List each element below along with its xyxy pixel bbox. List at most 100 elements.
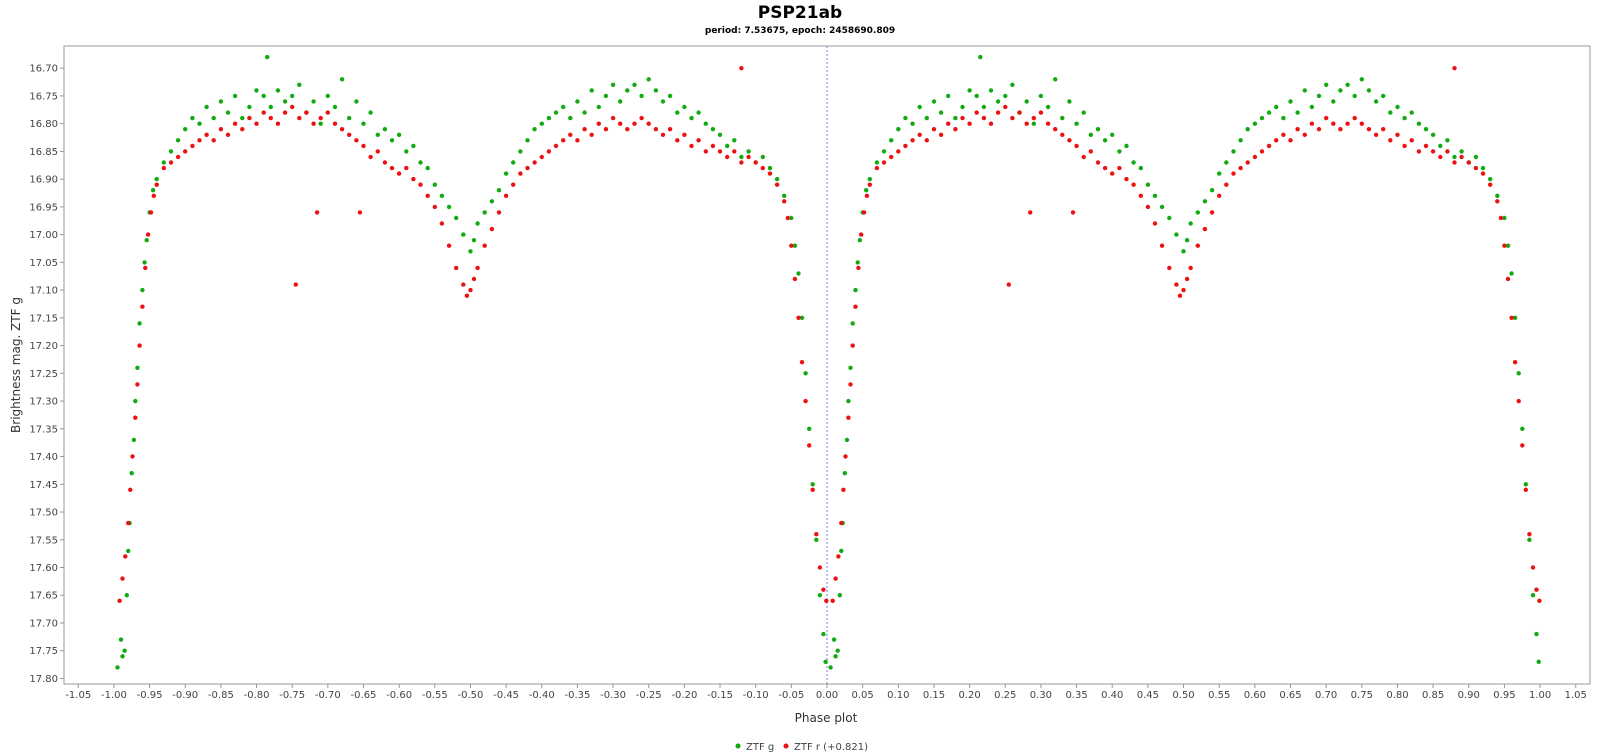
point-ztf-r [561,138,566,143]
point-ztf-r [1188,265,1193,271]
point-ztf-r [347,132,352,137]
x-tick-label: -0.65 [351,690,377,701]
x-tick-label: 0.30 [1030,690,1052,701]
point-ztf-r [1502,243,1507,248]
point-ztf-g [853,287,858,293]
x-tick-label: 0.80 [1386,690,1408,701]
point-ztf-g [625,88,630,93]
y-tick-label: 17.45 [29,480,58,491]
point-ztf-r [1388,138,1393,143]
point-ztf-g [532,127,537,132]
point-ztf-r [1324,115,1329,121]
point-ztf-g [183,127,188,132]
point-ztf-r [618,121,623,126]
point-ztf-r [1266,143,1272,149]
point-ztf-g [1527,537,1532,542]
point-ztf-g [1395,104,1400,110]
point-ztf-g [247,104,252,110]
point-ztf-r [297,115,302,121]
point-ztf-g [1295,110,1300,115]
point-ztf-r [1209,210,1215,215]
point-ztf-r [148,210,154,215]
point-ztf-r [137,343,142,348]
point-ztf-r [1245,160,1250,165]
point-ztf-g [1217,171,1222,176]
point-ztf-g [903,115,908,121]
y-axis: 16.70 16.75 16.80 16.85 16.90 16.95 17.00 17.05… [29,64,64,685]
point-ztf-g [799,315,805,320]
point-ztf-r [817,565,823,570]
point-ztf-g [1324,82,1329,88]
point-ztf-g [946,93,951,99]
point-ztf-g [1152,193,1158,198]
point-ztf-r [130,454,135,459]
point-ztf-r [161,165,166,171]
point-ztf-g [1095,127,1101,132]
point-ztf-g [653,88,659,93]
point-ztf-r [1534,587,1539,592]
y-tick-label: 17.55 [29,535,58,546]
point-ztf-r [725,154,730,160]
point-ztf-r [582,127,587,132]
point-ztf-g [833,654,838,659]
point-ztf-g [1167,215,1172,221]
point-ztf-g [803,371,808,376]
point-ztf-r [1181,287,1186,293]
point-ztf-r [1331,121,1336,126]
point-ztf-g [1245,127,1250,132]
point-ztf-r [789,243,794,248]
x-tick-label: -0.10 [743,690,769,701]
x-tick-label: -0.25 [636,690,662,701]
point-ztf-g [318,121,323,126]
plot-area [63,45,1591,685]
point-ztf-r [1505,276,1511,282]
point-ztf-g [1209,188,1215,193]
point-ztf-g [354,99,359,104]
point-ztf-r [140,304,145,309]
point-ztf-g [782,193,787,198]
point-ztf-g [1495,193,1500,198]
point-ztf-r [1031,115,1037,121]
point-ztf-r [981,115,987,121]
x-tick-label: 0.75 [1351,690,1373,701]
point-ztf-r [753,160,758,165]
point-ztf-r [154,182,159,187]
point-ztf-g [732,138,737,143]
point-ztf-r [1495,199,1500,204]
point-ztf-r [1159,243,1165,248]
point-ztf-r [1409,138,1414,143]
x-tick-label: 0.95 [1493,690,1515,701]
point-ztf-r [1174,282,1179,287]
point-ztf-r [988,121,994,126]
point-ztf-g [725,143,730,149]
point-ztf-g [1010,82,1015,88]
point-ztf-r [1117,165,1122,171]
point-ztf-g [1512,315,1518,320]
point-ztf-r [304,110,309,115]
point-ztf-r [546,149,552,154]
point-ztf-g [1452,154,1457,160]
point-ztf-g [1288,99,1293,104]
point-ztf-r [1067,138,1072,143]
point-ztf-r [1024,121,1029,126]
point-ztf-r [1316,127,1322,132]
point-ztf-r [1345,121,1350,126]
y-axis-label: Brightness mag. ZTF g [9,297,23,433]
point-ztf-r [1452,66,1457,71]
point-ztf-g [1181,249,1186,254]
point-ztf-r [833,576,838,581]
point-ztf-g [1184,238,1190,243]
point-ztf-r [967,121,972,126]
point-ztf-r [796,315,801,320]
point-ztf-g [347,115,352,121]
y-tick-label: 16.85 [29,147,58,158]
x-tick-label: -0.05 [778,690,804,701]
x-tick-label: 0.55 [1208,690,1230,701]
point-ztf-g [1516,371,1521,376]
point-ztf-r [282,110,288,115]
point-ztf-g [618,99,623,104]
point-ztf-g [846,398,851,404]
point-ztf-g [789,215,794,221]
point-ztf-r [532,160,537,165]
legend: ZTF g ZTF r (+0.821) [735,742,868,753]
